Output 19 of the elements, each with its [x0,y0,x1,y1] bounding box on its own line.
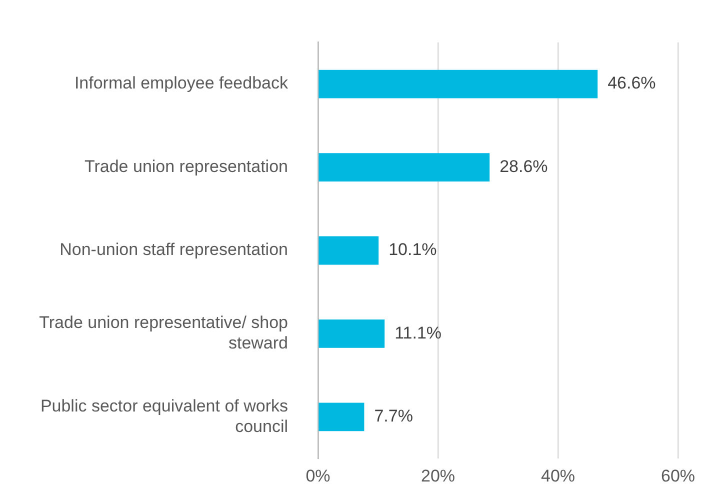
data-label: 28.6% [500,156,548,176]
y-tick-label: Trade union representative/ shop steward [39,313,288,353]
data-label: 46.6% [608,74,656,93]
x-tick-label: 0% [306,466,330,486]
y-tick-label: Informal employee feedback [74,74,288,93]
bar [318,402,364,432]
bar [318,153,490,182]
bar [318,236,379,265]
y-tick-label: Public sector equivalent of works council [40,396,288,436]
x-tick-label: 60% [660,466,696,486]
y-tick-label: Trade union representation [84,156,288,176]
bar [318,70,598,98]
data-label: 7.7% [374,406,413,426]
data-label: 11.1% [394,323,442,342]
y-tick-label: Non-union staff representation [60,240,288,260]
bar [318,320,385,348]
x-tick-label: 40% [540,466,576,486]
x-tick-label: 20% [420,466,456,486]
data-label: 10.1% [388,240,437,260]
